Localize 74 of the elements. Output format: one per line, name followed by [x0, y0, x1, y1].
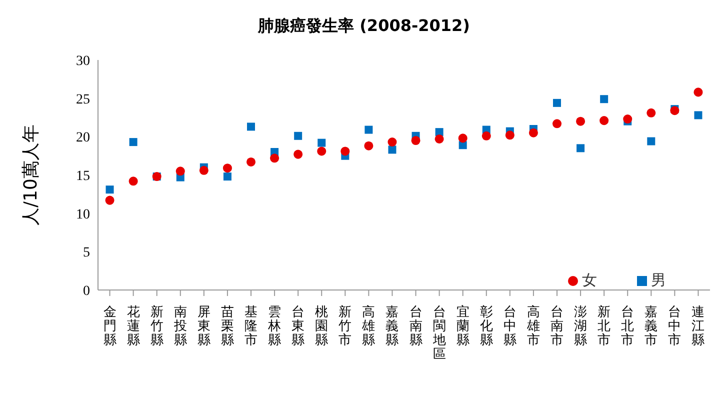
- y-axis-title: 人/10萬人年: [20, 124, 42, 226]
- point: [106, 186, 114, 194]
- point: [576, 144, 585, 152]
- point: [270, 154, 280, 163]
- point: [129, 138, 138, 146]
- point: [294, 132, 302, 140]
- x-tick-label: 台南縣: [409, 305, 422, 348]
- y-tick-label: 5: [83, 246, 90, 261]
- point: [600, 95, 608, 104]
- point: [482, 131, 491, 140]
- y-tick-label: 10: [76, 207, 90, 222]
- x-tick-label: 雲林縣: [267, 305, 282, 348]
- point: [223, 172, 232, 181]
- point: [128, 176, 138, 186]
- point: [105, 196, 114, 205]
- x-tick-label: 高雄市: [526, 304, 540, 348]
- chart-title: 肺腺癌發生率 (2008-2012): [256, 16, 471, 37]
- point: [247, 122, 255, 131]
- y-tick-label: 30: [76, 54, 90, 69]
- x-tick-label: 新竹市: [338, 305, 352, 348]
- y-tick-label: 25: [76, 92, 90, 108]
- point: [176, 166, 185, 176]
- x-tick-label: 南投縣: [172, 305, 187, 348]
- x-tick-label: 花蓮縣: [126, 305, 140, 348]
- y-tick-label: 0: [83, 284, 90, 299]
- point: [246, 157, 256, 166]
- point: [434, 134, 444, 144]
- x-tick-label: 台閩地區: [432, 305, 446, 362]
- point: [199, 166, 208, 175]
- point: [694, 88, 703, 97]
- x-tick-label: 新北市: [598, 305, 611, 348]
- x-tick-label: 嘉義市: [644, 305, 658, 348]
- point: [458, 134, 468, 143]
- point: [388, 146, 396, 154]
- point: [317, 146, 326, 156]
- x-tick-label: 澎湖縣: [574, 305, 588, 348]
- x-tick-label: 連江縣: [692, 305, 705, 348]
- y-tick-label: 15: [76, 168, 90, 184]
- x-tick-label: 彰化縣: [480, 305, 493, 348]
- x-tick-label: 苗栗縣: [220, 305, 234, 348]
- point: [576, 116, 586, 126]
- point: [388, 138, 397, 147]
- point: [364, 141, 374, 150]
- point: [411, 136, 420, 146]
- point: [340, 146, 350, 156]
- point: [694, 111, 702, 120]
- x-tick-label: 台中市: [668, 305, 682, 348]
- x-tick-label: 台北市: [621, 305, 634, 348]
- point: [364, 126, 373, 134]
- point: [318, 138, 326, 147]
- x-tick-label: 台南市: [550, 305, 564, 348]
- point: [646, 108, 656, 118]
- x-tick-label: 台東縣: [292, 305, 305, 348]
- point: [294, 150, 303, 159]
- point: [528, 128, 538, 138]
- legend-label: 女: [582, 271, 597, 289]
- point: [553, 98, 561, 107]
- x-tick-label: 嘉義縣: [386, 305, 399, 348]
- x-tick-label: 台中縣: [503, 305, 516, 348]
- point: [552, 119, 562, 128]
- x-tick-label: 新竹縣: [150, 305, 164, 348]
- point: [623, 114, 632, 124]
- x-tick-label: 宜蘭縣: [456, 304, 470, 348]
- x-tick-label: 桃園縣: [315, 305, 328, 348]
- point: [505, 130, 514, 140]
- point: [600, 116, 609, 126]
- x-tick-label: 高雄縣: [361, 304, 376, 348]
- y-tick-label: 20: [76, 130, 90, 146]
- x-tick-label: 金門縣: [103, 305, 116, 348]
- x-tick-label: 屏東縣: [197, 305, 210, 348]
- point: [647, 137, 656, 146]
- legend-label: 男: [651, 271, 666, 289]
- point: [222, 164, 232, 173]
- x-tick-label: 基隆市: [244, 305, 258, 348]
